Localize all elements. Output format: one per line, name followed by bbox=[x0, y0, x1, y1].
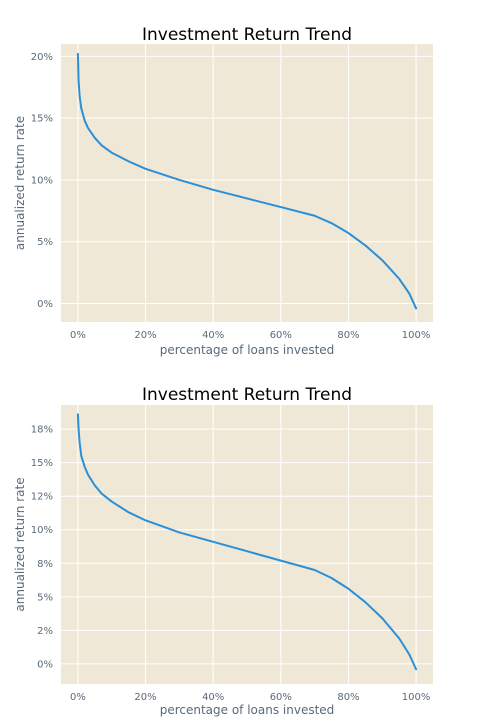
y-tick-label: 12% bbox=[31, 492, 53, 503]
plot-area bbox=[61, 44, 433, 322]
x-axis-label: percentage of loans invested bbox=[160, 703, 335, 717]
y-tick-label: 5% bbox=[37, 237, 53, 248]
y-tick-label: 20% bbox=[31, 52, 53, 63]
y-tick-label: 15% bbox=[31, 458, 53, 469]
x-tick-label: 40% bbox=[202, 692, 224, 703]
y-tick-label: 10% bbox=[31, 525, 53, 536]
x-tick-label: 20% bbox=[134, 692, 156, 703]
x-tick-label: 80% bbox=[337, 330, 359, 341]
chart-title: Investment Return Trend bbox=[142, 385, 352, 405]
x-axis-label: percentage of loans invested bbox=[160, 343, 335, 357]
series-line bbox=[76, 52, 418, 310]
x-tick-label: 80% bbox=[337, 692, 359, 703]
x-tick-label: 20% bbox=[134, 330, 156, 341]
y-tick-label: 18% bbox=[31, 425, 53, 436]
x-tick-label: 0% bbox=[70, 330, 86, 341]
x-tick-label: 100% bbox=[402, 692, 431, 703]
y-tick-label: 10% bbox=[31, 175, 53, 186]
y-axis-label: annualized return rate bbox=[13, 116, 27, 250]
x-tick-label: 40% bbox=[202, 330, 224, 341]
x-tick-label: 60% bbox=[270, 692, 292, 703]
y-tick-label: 8% bbox=[37, 559, 53, 570]
plot-area bbox=[61, 405, 433, 684]
x-tick-label: 0% bbox=[70, 692, 86, 703]
chart-bottom: 0% 20% 40% 60% 80% 100% 0% 2% 5% 8% 10% 12% 15% 18% In… bbox=[13, 385, 433, 717]
y-tick-label: 0% bbox=[37, 659, 53, 670]
x-tick-label: 100% bbox=[402, 330, 431, 341]
series-line bbox=[76, 413, 418, 671]
y-tick-label: 5% bbox=[37, 592, 53, 603]
y-tick-label: 0% bbox=[37, 299, 53, 310]
chart-title: Investment Return Trend bbox=[142, 25, 352, 45]
chart-top: 0% 20% 40% 60% 80% 100% 0% 5% 10% 15% 20% Investmen… bbox=[13, 25, 433, 357]
y-tick-label: 2% bbox=[37, 626, 53, 637]
x-tick-label: 60% bbox=[270, 330, 292, 341]
y-axis-label: annualized return rate bbox=[13, 477, 27, 611]
y-tick-label: 15% bbox=[31, 114, 53, 125]
